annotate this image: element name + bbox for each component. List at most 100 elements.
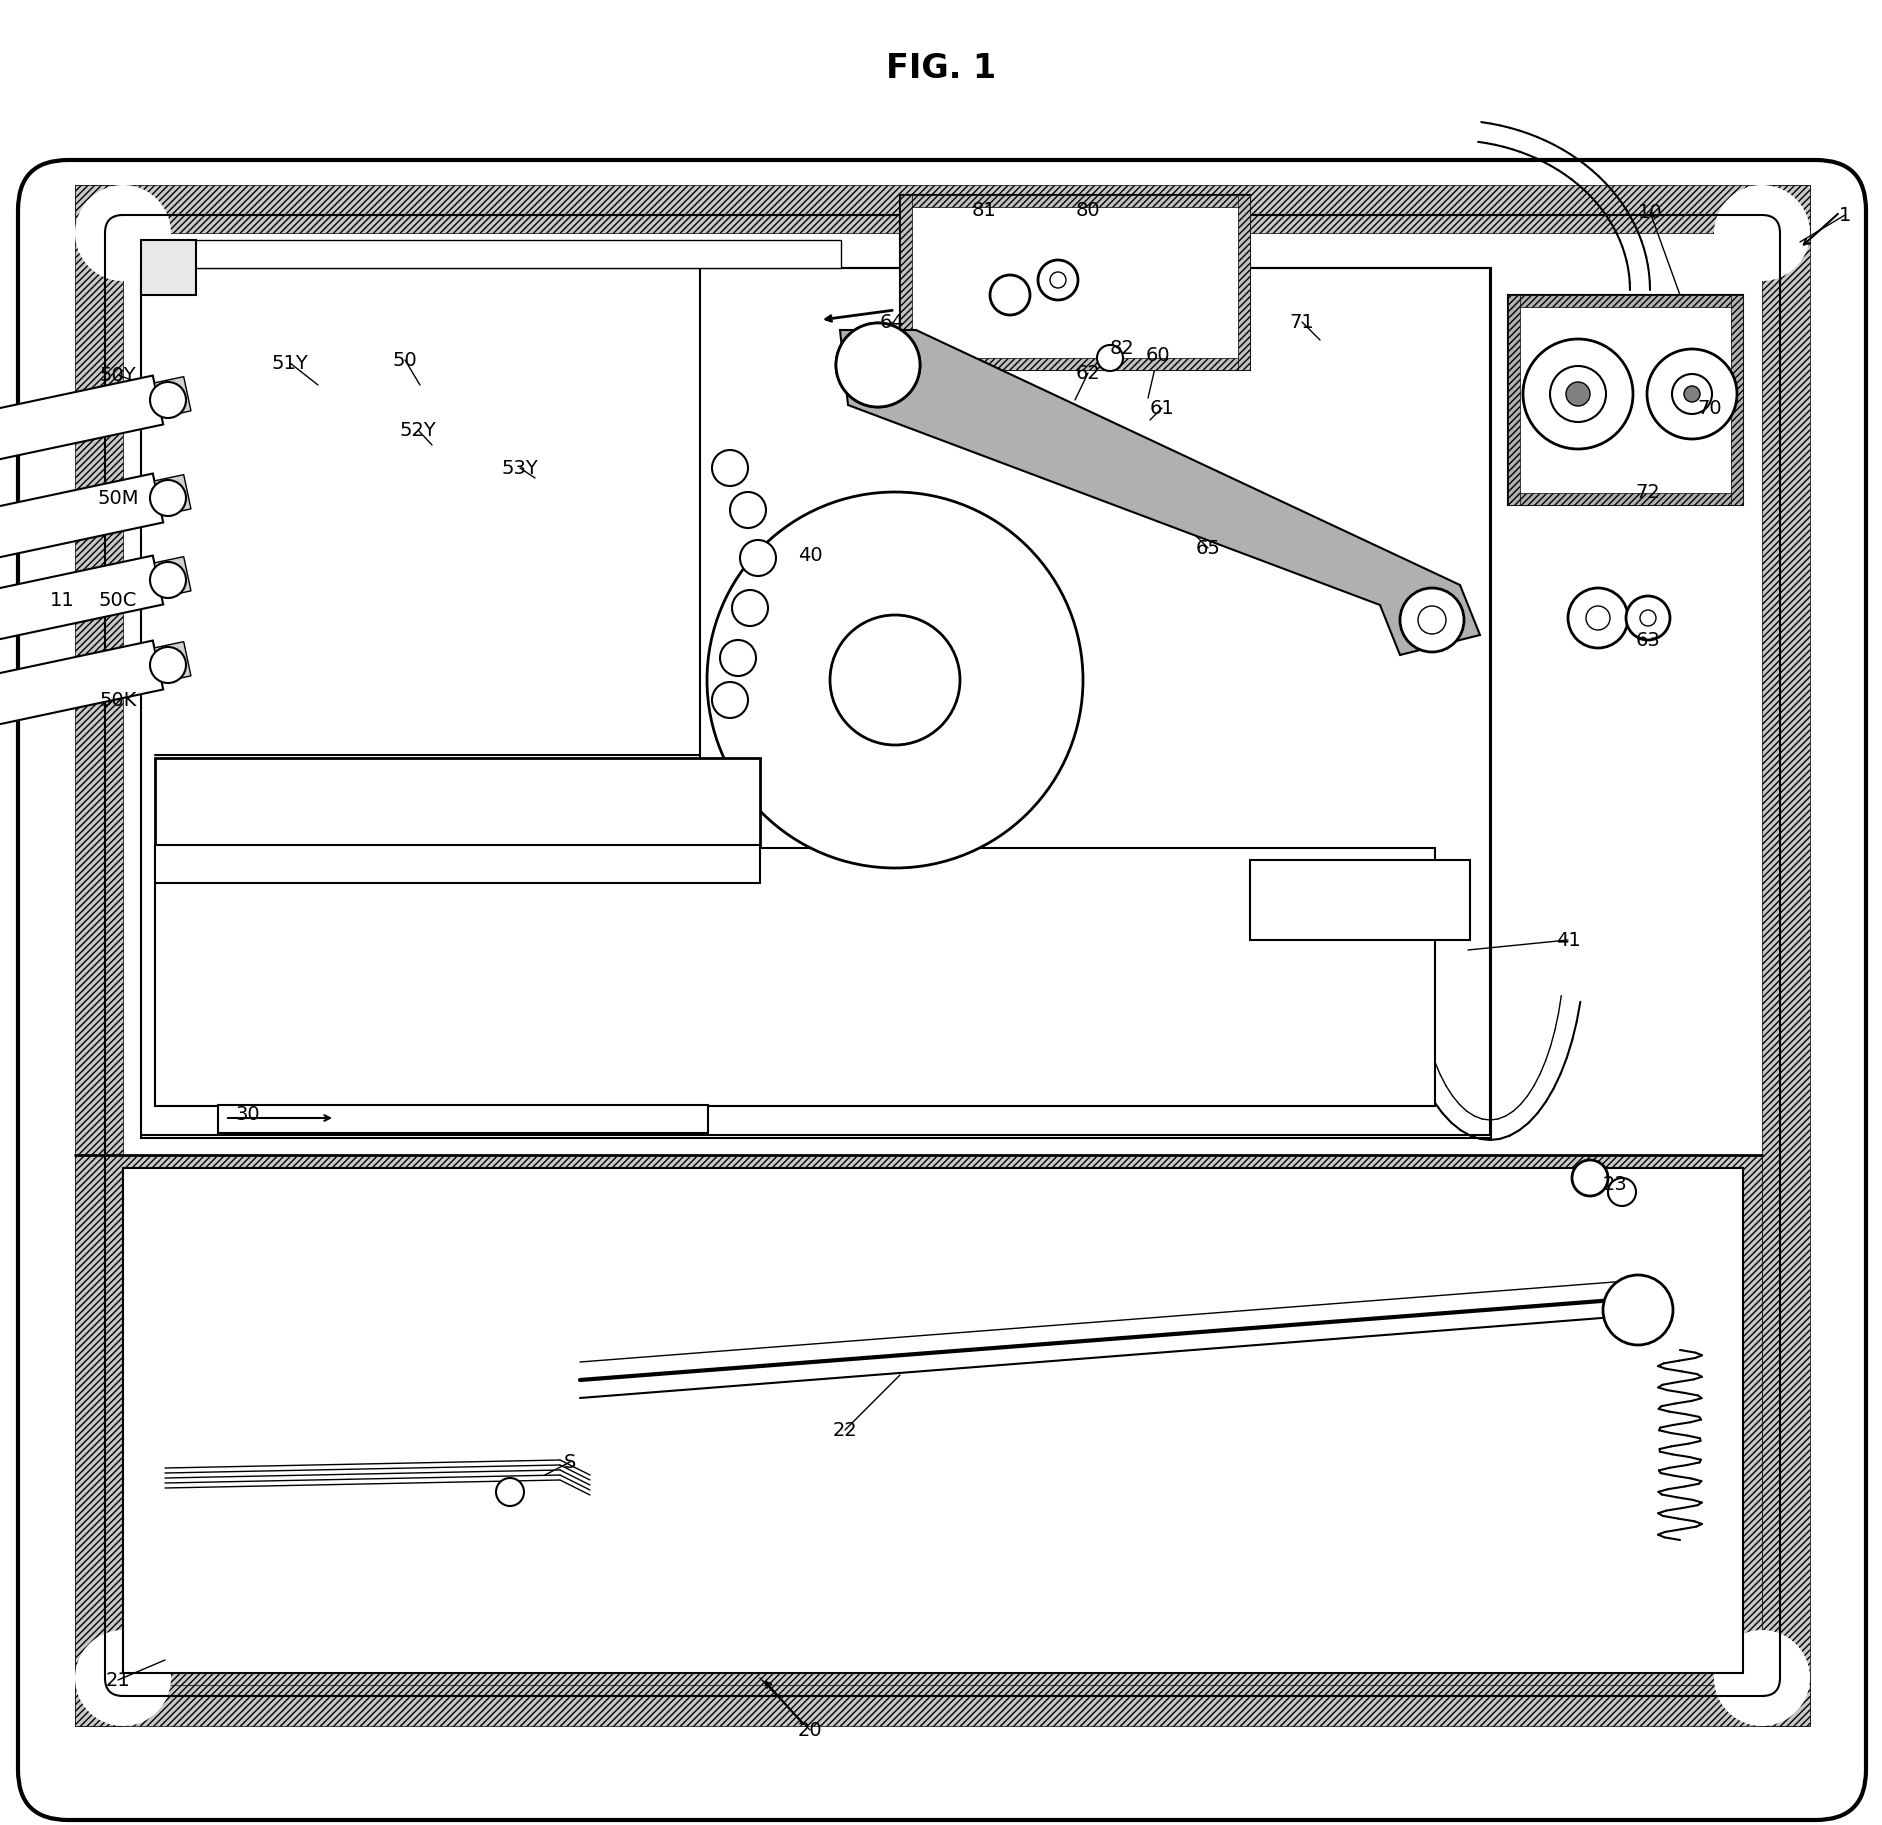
Circle shape: [1683, 387, 1699, 402]
Circle shape: [1626, 597, 1669, 641]
Circle shape: [495, 1478, 523, 1506]
Bar: [1507, 296, 1743, 307]
Circle shape: [1602, 1276, 1671, 1345]
Circle shape: [1568, 588, 1628, 648]
Circle shape: [990, 276, 1029, 316]
Bar: [1762, 184, 1809, 1726]
Circle shape: [151, 562, 186, 599]
Bar: [900, 195, 1250, 370]
Circle shape: [1566, 381, 1588, 405]
Text: 10: 10: [1637, 203, 1662, 221]
Circle shape: [151, 480, 186, 516]
Bar: [218, 1104, 708, 1133]
Circle shape: [1037, 259, 1077, 299]
Text: 81: 81: [971, 201, 996, 219]
Text: 41: 41: [1555, 931, 1579, 949]
Bar: [1507, 493, 1743, 506]
Text: 63: 63: [1635, 630, 1660, 650]
Bar: [1236, 195, 1250, 370]
Text: 22: 22: [832, 1420, 856, 1440]
Bar: [141, 241, 841, 268]
Bar: [1250, 860, 1470, 940]
Text: 51Y: 51Y: [271, 354, 309, 372]
Text: 52Y: 52Y: [399, 420, 437, 440]
Bar: [75, 1155, 1762, 1684]
Text: 72: 72: [1635, 482, 1660, 502]
Bar: [154, 757, 760, 847]
Polygon shape: [154, 557, 190, 597]
Text: S: S: [563, 1453, 576, 1471]
Circle shape: [1607, 1177, 1635, 1206]
Circle shape: [151, 381, 186, 418]
Circle shape: [732, 589, 768, 626]
Bar: [75, 184, 1809, 234]
Text: 50: 50: [393, 350, 418, 369]
Bar: [141, 241, 196, 296]
Circle shape: [1398, 588, 1462, 652]
Circle shape: [1713, 184, 1809, 281]
Polygon shape: [0, 473, 164, 620]
Text: 82: 82: [1108, 338, 1133, 358]
FancyBboxPatch shape: [19, 161, 1865, 1820]
Polygon shape: [154, 474, 190, 515]
Text: 50Y: 50Y: [100, 365, 136, 385]
Circle shape: [1523, 339, 1632, 449]
Circle shape: [1639, 610, 1654, 626]
Circle shape: [1713, 1630, 1809, 1726]
Bar: [1730, 296, 1743, 506]
Circle shape: [151, 648, 186, 683]
Circle shape: [1671, 374, 1711, 414]
Bar: [900, 195, 911, 370]
Text: FIG. 1: FIG. 1: [885, 51, 996, 84]
Text: 61: 61: [1150, 398, 1174, 418]
Circle shape: [1097, 345, 1122, 370]
Text: 50K: 50K: [100, 690, 137, 710]
Circle shape: [719, 641, 755, 675]
Circle shape: [75, 184, 171, 281]
Text: 80: 80: [1075, 201, 1099, 219]
Text: 60: 60: [1144, 345, 1171, 365]
Circle shape: [1585, 606, 1609, 630]
Polygon shape: [839, 330, 1479, 655]
Bar: [1507, 296, 1743, 506]
Polygon shape: [154, 376, 190, 418]
Circle shape: [1549, 367, 1605, 422]
Text: 21: 21: [105, 1670, 130, 1690]
Text: 11: 11: [49, 591, 73, 610]
Polygon shape: [0, 376, 164, 522]
Circle shape: [730, 493, 766, 527]
Text: 53Y: 53Y: [501, 458, 538, 478]
Circle shape: [740, 540, 775, 577]
Text: 71: 71: [1289, 312, 1314, 332]
Circle shape: [836, 323, 920, 407]
Bar: [1507, 296, 1519, 506]
Circle shape: [1571, 1161, 1607, 1195]
Polygon shape: [0, 555, 164, 692]
Circle shape: [711, 451, 747, 485]
Bar: [900, 358, 1250, 370]
Circle shape: [1647, 349, 1735, 440]
Polygon shape: [154, 642, 190, 683]
Text: 65: 65: [1195, 538, 1220, 557]
Text: 40: 40: [798, 546, 822, 564]
Text: 20: 20: [798, 1721, 822, 1739]
Text: 23: 23: [1602, 1175, 1626, 1195]
Text: 64: 64: [879, 312, 903, 332]
Bar: [154, 845, 760, 883]
Circle shape: [706, 493, 1082, 869]
Circle shape: [1417, 606, 1445, 633]
Text: 70: 70: [1698, 398, 1722, 418]
Bar: [154, 849, 1434, 1106]
Circle shape: [836, 323, 920, 407]
Circle shape: [711, 683, 747, 717]
Bar: [75, 184, 122, 1726]
Circle shape: [1050, 272, 1065, 288]
Bar: [122, 1168, 1743, 1674]
Text: 1: 1: [1839, 206, 1850, 224]
Circle shape: [830, 615, 960, 745]
Text: 30: 30: [235, 1106, 260, 1124]
Text: 50C: 50C: [98, 591, 137, 610]
Polygon shape: [0, 641, 164, 768]
Circle shape: [75, 1630, 171, 1726]
Bar: [75, 1677, 1809, 1726]
